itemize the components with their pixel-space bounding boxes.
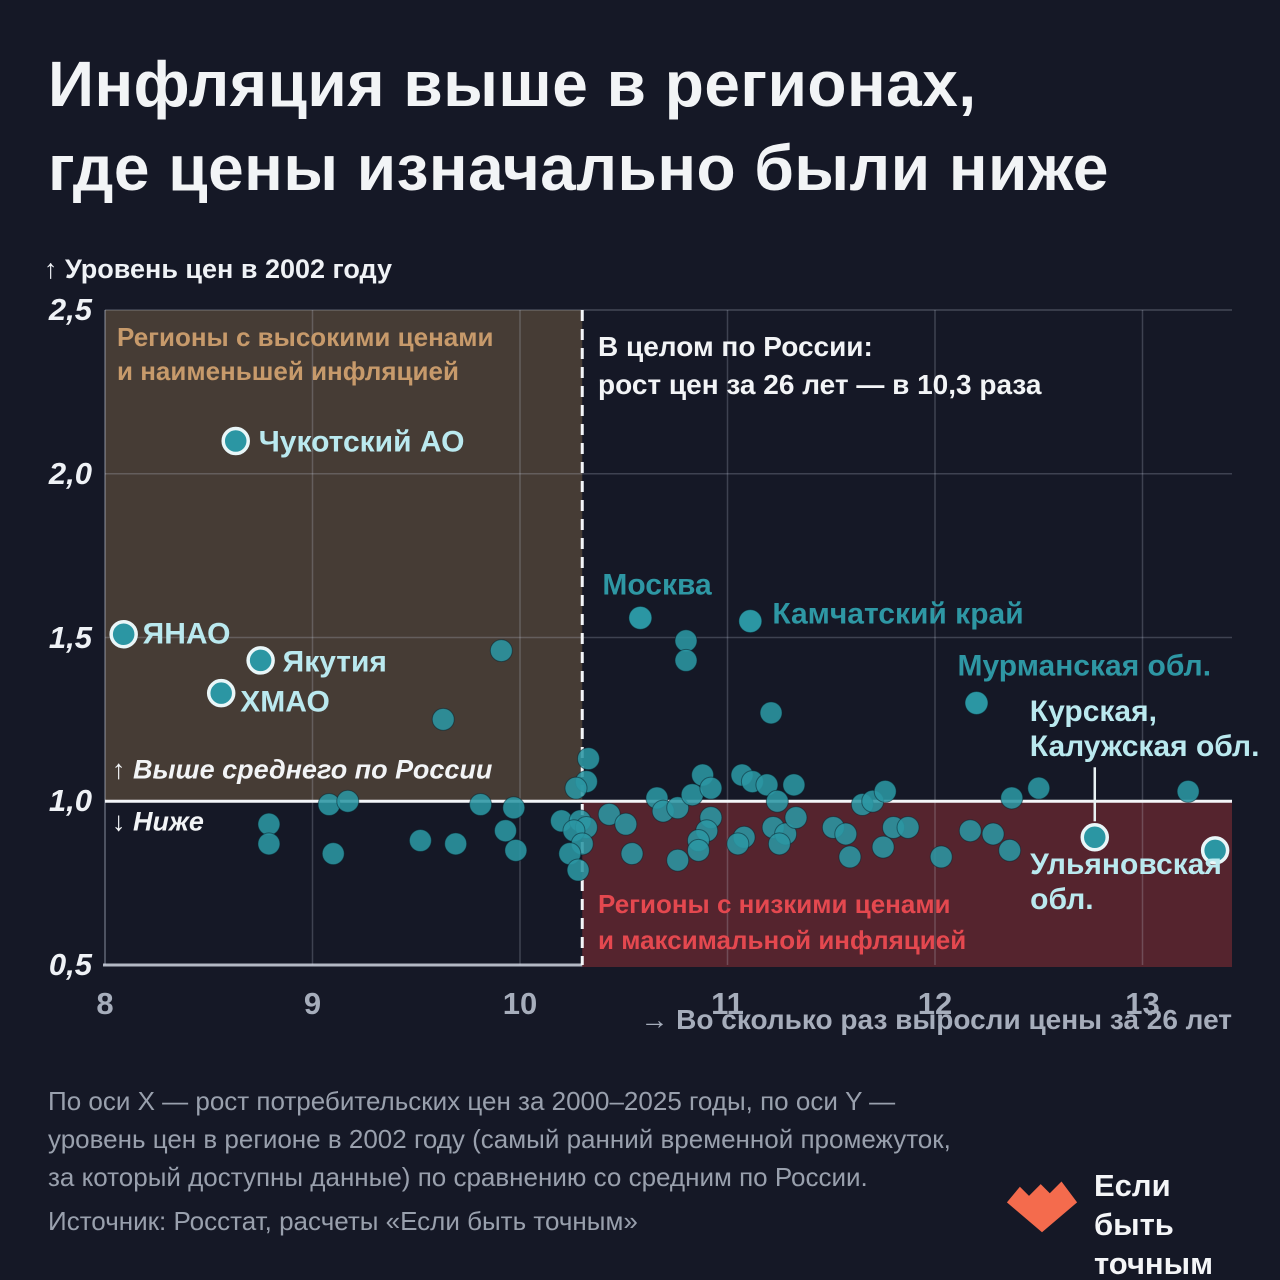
- data-point: [566, 858, 590, 882]
- logo: Если быть точным: [1003, 1164, 1233, 1280]
- data-point: [765, 789, 789, 813]
- data-point-labeled: [964, 691, 989, 715]
- data-point: [469, 793, 493, 817]
- data-point: [767, 832, 791, 856]
- data-point-labeled: [246, 646, 275, 675]
- data-point: [1176, 779, 1200, 803]
- region-high-prices: [105, 310, 583, 802]
- data-point: [896, 815, 920, 839]
- x-axis-title: → Во сколько раз выросли цены за 26 лет: [640, 1004, 1232, 1035]
- data-point: [666, 796, 690, 820]
- data-point: [666, 848, 690, 872]
- data-point: [782, 773, 806, 797]
- data-point: [431, 707, 455, 731]
- data-point: [755, 773, 779, 797]
- y-axis-title: ↑ Уровень цен в 2002 году: [44, 254, 393, 284]
- data-point: [564, 776, 588, 800]
- data-point: [686, 838, 710, 862]
- data-point: [257, 812, 281, 836]
- data-point: [674, 648, 698, 672]
- data-point-labeled: [628, 605, 653, 630]
- data-point: [726, 832, 750, 856]
- data-point: [1000, 786, 1024, 810]
- data-point: [981, 822, 1005, 846]
- data-point: [759, 701, 783, 725]
- data-point: [871, 835, 895, 859]
- data-point-labeled: [109, 619, 138, 649]
- footnote-text: По оси X — рост потребительских цен за 2…: [48, 1086, 951, 1192]
- data-point: [784, 806, 808, 830]
- source-text: Источник: Росстат, расчеты «Если быть то…: [48, 1206, 638, 1236]
- data-point: [576, 747, 600, 771]
- data-point: [620, 842, 644, 866]
- data-point: [699, 776, 723, 800]
- data-point: [489, 639, 513, 663]
- data-point: [614, 812, 638, 836]
- data-point: [408, 829, 432, 853]
- data-point-labeled: [221, 426, 250, 456]
- data-point: [444, 832, 468, 856]
- data-point: [1027, 776, 1051, 800]
- data-point: [674, 629, 698, 653]
- data-point-labeled: [1080, 823, 1110, 852]
- page-title: Инфляция выше в регионах, где цены изнач…: [48, 48, 1109, 204]
- data-point: [502, 796, 526, 820]
- data-point-labeled: [206, 678, 236, 708]
- data-point: [336, 789, 360, 813]
- data-point: [998, 838, 1022, 862]
- data-point: [504, 838, 528, 862]
- logo-text: Если быть точным: [1094, 1168, 1214, 1280]
- data-point: [838, 845, 862, 869]
- data-point: [493, 819, 517, 843]
- data-point: [834, 822, 858, 846]
- data-point: [929, 845, 953, 869]
- data-point: [321, 842, 345, 866]
- logo-mark-icon: [1006, 1181, 1078, 1233]
- data-point: [873, 779, 897, 803]
- data-point-labeled: [738, 609, 763, 634]
- data-point: [257, 832, 281, 856]
- data-point: [958, 819, 982, 843]
- data-point-labeled: [1200, 836, 1230, 865]
